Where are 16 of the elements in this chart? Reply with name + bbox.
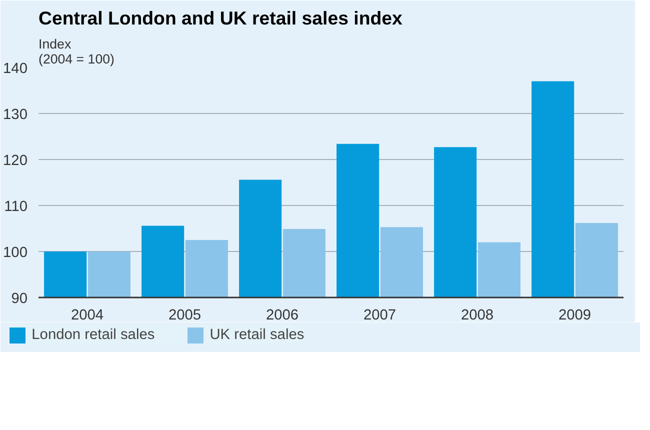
x-tick-label: 2008 [460, 308, 494, 324]
x-tick-label: 2005 [168, 308, 202, 324]
legend-label: UK retail sales [210, 327, 304, 343]
x-tick-label: 2006 [266, 308, 299, 324]
chart-title: Central London and UK retail sales index [38, 8, 403, 28]
y-tick-label: 130 [3, 107, 28, 123]
y-tick-label: 140 [3, 61, 28, 77]
x-tick-label: 2004 [70, 308, 104, 324]
y-tick-label: 120 [3, 153, 28, 169]
y-tick-label: 90 [11, 291, 28, 307]
y-tick-label: 110 [4, 199, 28, 215]
y-axis-title: Index (2004 = 100) [38, 36, 114, 66]
x-tick-label: 2009 [558, 308, 592, 324]
x-tick-label: 2007 [363, 308, 396, 324]
y-tick-label: 100 [3, 245, 28, 261]
legend-label: London retail sales [32, 327, 155, 343]
